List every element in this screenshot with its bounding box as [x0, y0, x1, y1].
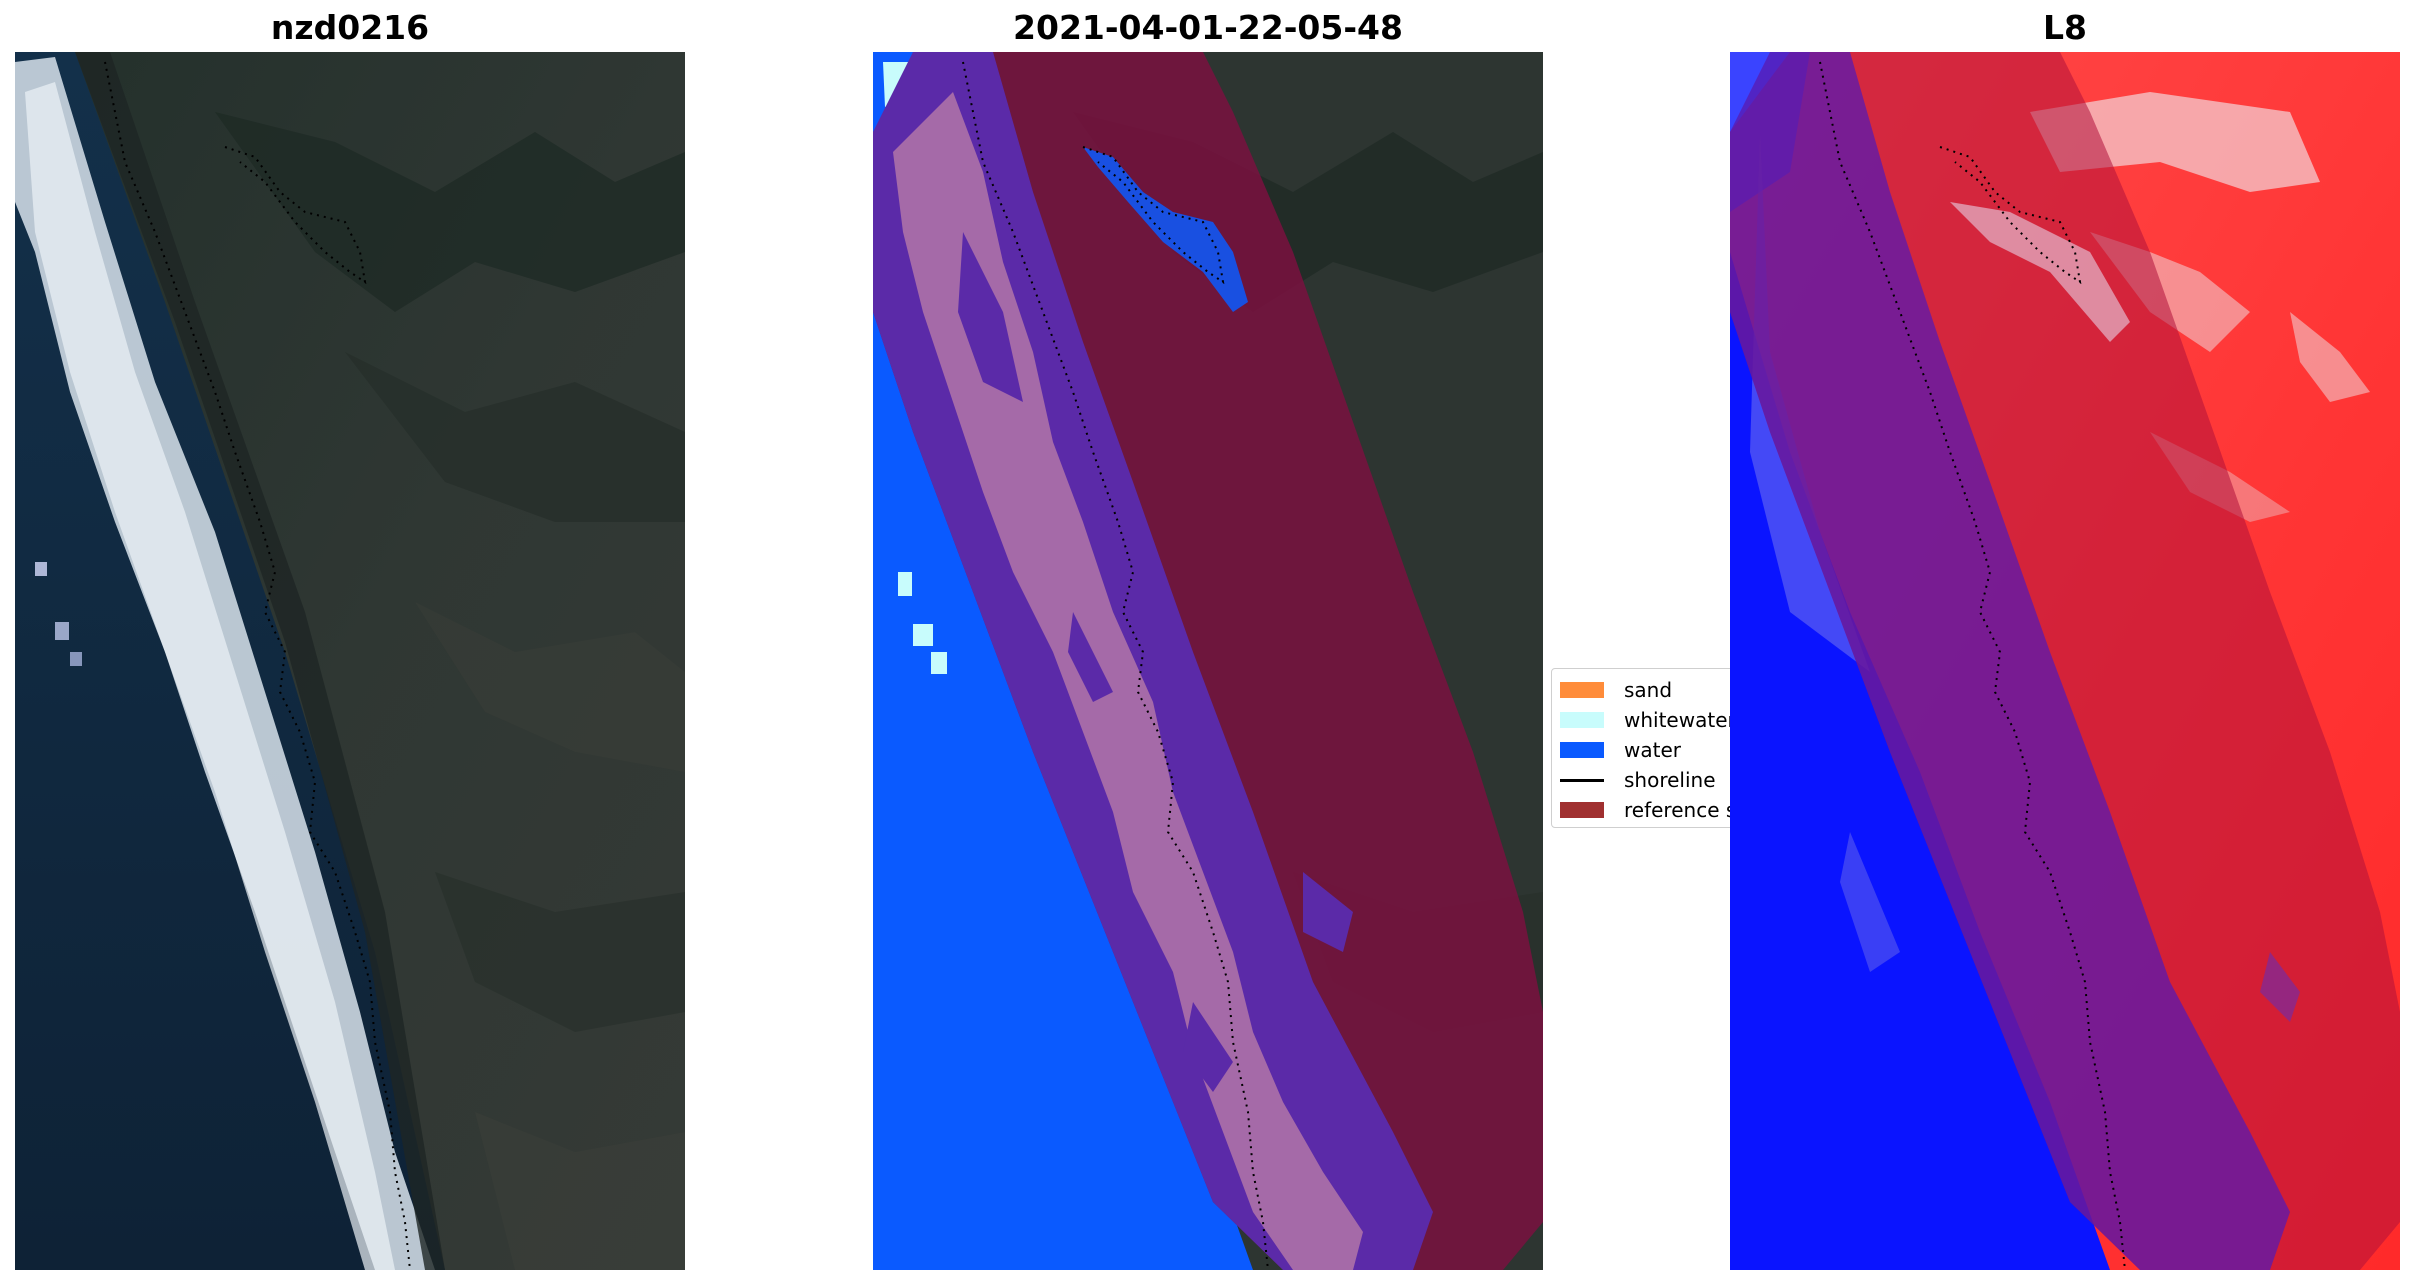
legend-label-whitewater: whitewater: [1624, 708, 1736, 732]
legend-item-shoreline: shoreline: [1560, 767, 1716, 793]
index-image-panel: [1730, 52, 2400, 1270]
legend-label-sand: sand: [1624, 678, 1673, 702]
shoreline-path: [104, 61, 411, 1270]
sand-swatch: [1560, 682, 1604, 698]
classification-legend: sand whitewater water shoreline referenc…: [1551, 668, 1747, 828]
panel-title-index: L8: [2043, 8, 2087, 47]
reference-buffer-swatch: [1560, 802, 1604, 818]
whitewater-swatch: [1560, 712, 1604, 728]
classification-map: [873, 52, 1543, 1270]
rgb-image-panel: [15, 52, 685, 1270]
panel-title-rgb: nzd0216: [270, 8, 430, 47]
index-heatmap: [1730, 52, 2400, 1270]
legend-item-sand: sand: [1560, 677, 1672, 703]
legend-item-water: water: [1560, 737, 1681, 763]
legend-label-reference-buffer: reference shoreline buffer: [1624, 798, 1746, 822]
panel-title-classified: 2021-04-01-22-05-48: [1013, 8, 1403, 47]
rgb-satellite-image: [15, 52, 685, 1270]
shoreline-line-swatch: [1560, 778, 1604, 782]
legend-label-water: water: [1624, 738, 1681, 762]
legend-label-shoreline: shoreline: [1624, 768, 1716, 792]
classified-image-panel: [873, 52, 1543, 1270]
water-swatch: [1560, 742, 1604, 758]
legend-item-whitewater: whitewater: [1560, 707, 1736, 733]
legend-item-reference-buffer: reference shoreline buffer: [1560, 797, 1746, 823]
